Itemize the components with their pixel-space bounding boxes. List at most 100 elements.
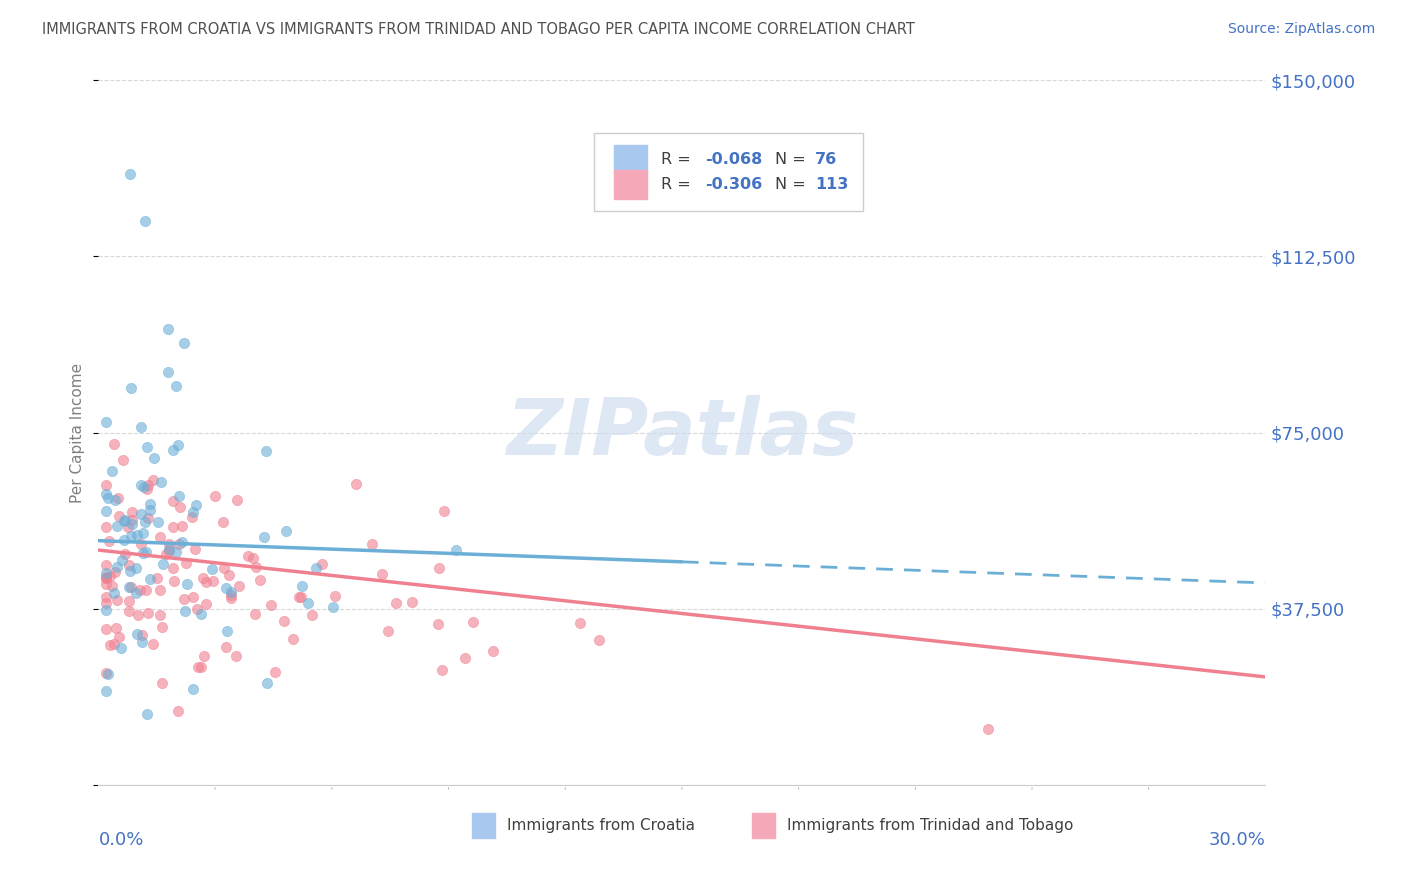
Point xyxy=(446,543,468,558)
Point xyxy=(131,635,153,649)
Point xyxy=(173,592,195,607)
Text: 0.0%: 0.0% xyxy=(98,830,143,849)
Point xyxy=(120,564,142,578)
Point xyxy=(217,624,239,638)
Point xyxy=(288,590,311,604)
Point xyxy=(127,528,149,542)
Text: Immigrants from Croatia: Immigrants from Croatia xyxy=(508,818,695,833)
Point xyxy=(157,537,180,551)
Point xyxy=(132,480,155,494)
Point xyxy=(105,560,128,574)
Point xyxy=(290,579,312,593)
Point xyxy=(162,443,184,458)
Point xyxy=(569,615,592,630)
Point xyxy=(125,561,148,575)
Point xyxy=(215,640,238,654)
Point xyxy=(264,665,287,680)
Point xyxy=(121,505,143,519)
Point xyxy=(253,530,276,544)
Point xyxy=(150,620,173,634)
Point xyxy=(134,515,156,529)
Point xyxy=(157,322,180,336)
Point xyxy=(96,596,118,610)
Point xyxy=(165,544,187,558)
Point xyxy=(105,519,128,533)
Y-axis label: Per Capita Income: Per Capita Income xyxy=(70,362,86,503)
Point xyxy=(195,574,218,589)
Point xyxy=(105,621,128,635)
Point xyxy=(136,477,159,491)
Point xyxy=(162,520,184,534)
Point xyxy=(184,498,207,512)
Point xyxy=(322,599,344,614)
Point xyxy=(273,615,295,629)
Point xyxy=(131,628,153,642)
FancyBboxPatch shape xyxy=(614,170,647,199)
Point xyxy=(195,597,218,611)
Point xyxy=(211,515,233,529)
FancyBboxPatch shape xyxy=(614,145,647,173)
Point xyxy=(104,492,127,507)
Point xyxy=(173,336,195,351)
Point xyxy=(96,665,118,680)
Point xyxy=(181,505,204,519)
Point xyxy=(170,535,193,549)
Point xyxy=(135,545,157,559)
Point xyxy=(96,577,118,591)
Point xyxy=(226,493,249,508)
Text: -0.306: -0.306 xyxy=(706,178,762,192)
Point xyxy=(259,599,281,613)
Point xyxy=(290,590,312,604)
Point xyxy=(249,573,271,587)
Point xyxy=(103,586,125,600)
Point xyxy=(120,529,142,543)
Text: 30.0%: 30.0% xyxy=(1209,830,1265,849)
Point xyxy=(118,167,141,181)
Point xyxy=(219,591,242,605)
Text: IMMIGRANTS FROM CROATIA VS IMMIGRANTS FROM TRINIDAD AND TOBAGO PER CAPITA INCOME: IMMIGRANTS FROM CROATIA VS IMMIGRANTS FR… xyxy=(42,22,915,37)
Point xyxy=(148,582,170,597)
Point xyxy=(588,632,610,647)
Point xyxy=(214,560,236,574)
Point xyxy=(377,624,399,639)
Point xyxy=(131,420,153,434)
Point xyxy=(118,594,141,608)
Point xyxy=(167,438,190,452)
Point xyxy=(146,515,169,529)
Point xyxy=(121,516,143,531)
Point xyxy=(236,549,259,564)
Point xyxy=(162,494,184,508)
Point xyxy=(219,585,242,599)
Point xyxy=(181,682,204,697)
Point xyxy=(181,590,204,604)
Point xyxy=(131,546,153,560)
Point xyxy=(112,452,135,467)
Point xyxy=(174,556,197,570)
Point xyxy=(190,607,212,621)
Point xyxy=(118,580,141,594)
Point xyxy=(96,558,118,572)
Point xyxy=(118,604,141,618)
Point xyxy=(254,443,277,458)
Point xyxy=(136,510,159,524)
FancyBboxPatch shape xyxy=(595,133,863,211)
Point xyxy=(112,533,135,548)
Point xyxy=(245,607,267,621)
Point xyxy=(176,577,198,591)
Point xyxy=(371,566,394,581)
Point xyxy=(96,415,118,429)
Text: R =: R = xyxy=(661,152,696,167)
Point xyxy=(108,509,131,524)
Point xyxy=(103,437,125,451)
Point xyxy=(157,365,180,379)
Point xyxy=(96,591,118,605)
Point xyxy=(167,704,190,718)
Text: -0.068: -0.068 xyxy=(706,152,762,167)
Point xyxy=(193,571,215,585)
Point xyxy=(108,630,131,644)
Point xyxy=(129,583,152,598)
Point xyxy=(186,601,208,615)
Point xyxy=(127,608,149,623)
Point xyxy=(117,520,139,534)
Point xyxy=(228,579,250,593)
